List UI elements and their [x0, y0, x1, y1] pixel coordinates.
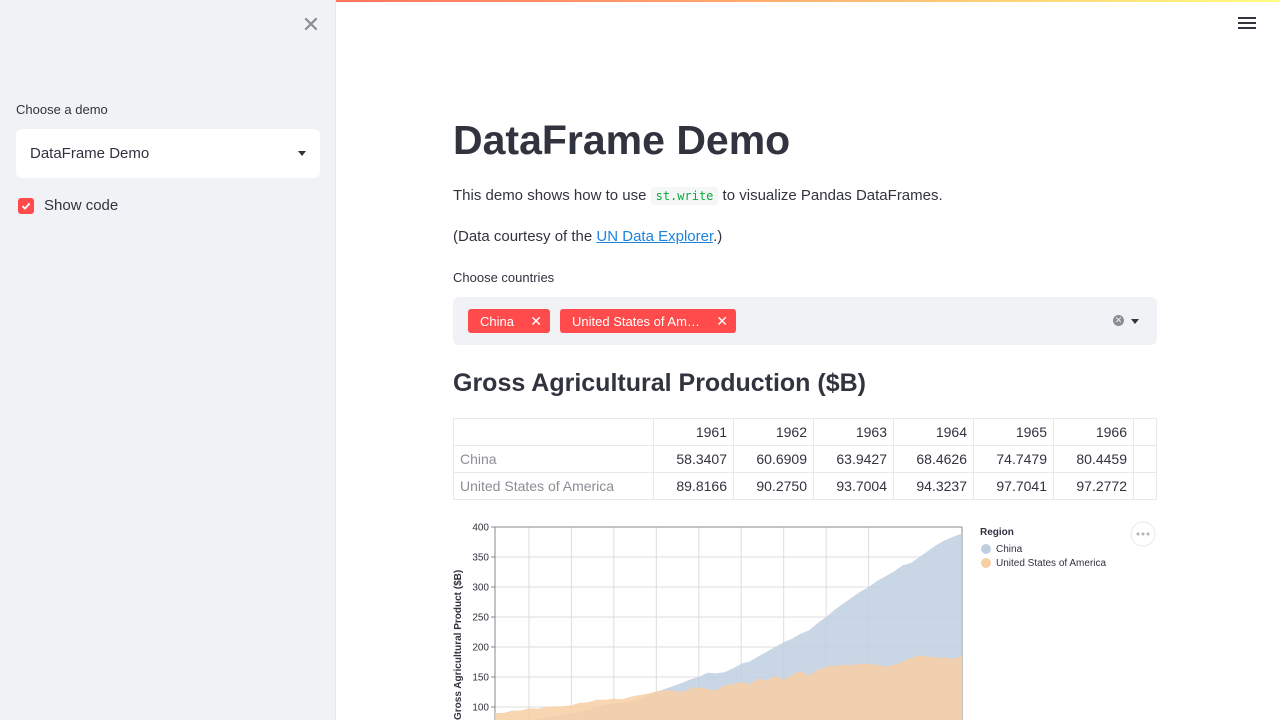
- un-data-explorer-link[interactable]: UN Data Explorer: [596, 228, 714, 245]
- choose-demo-label: Choose a demo: [16, 102, 108, 117]
- table-cell[interactable]: 60.6909: [733, 445, 814, 473]
- y-tick-label: 200: [472, 643, 489, 654]
- close-icon[interactable]: ✕: [301, 12, 321, 37]
- y-tick-label: 400: [472, 523, 489, 534]
- column-header[interactable]: 1964: [893, 418, 974, 446]
- table-cell[interactable]: 94.3237: [893, 472, 974, 500]
- countries-multiselect[interactable]: China ✕ United States of Am… ✕ ✕: [453, 297, 1157, 345]
- table-row: China 58.3407 60.6909 63.9427 68.4626 74…: [453, 445, 1157, 473]
- chart-areas: [495, 533, 962, 720]
- legend-label-usa: United States of America: [996, 558, 1106, 569]
- hamburger-menu-icon[interactable]: [1238, 14, 1256, 34]
- column-header[interactable]: 1962: [733, 418, 814, 446]
- intro-text-start: This demo shows how to use: [453, 187, 651, 204]
- column-header[interactable]: 1965: [973, 418, 1054, 446]
- y-tick-label: 350: [472, 553, 489, 564]
- intro-text-end: to visualize Pandas DataFrames.: [718, 187, 943, 204]
- table-cell[interactable]: 97.2772: [1053, 472, 1134, 500]
- table-cell[interactable]: 68.4626: [893, 445, 974, 473]
- row-index: United States of America: [453, 472, 654, 500]
- table-row: United States of America 89.8166 90.2750…: [453, 472, 1157, 500]
- table-cell[interactable]: 74.7479: [973, 445, 1054, 473]
- index-header: [453, 418, 654, 446]
- credit-text-end: .): [713, 228, 723, 245]
- page-title: DataFrame Demo: [453, 117, 791, 163]
- show-code-checkbox[interactable]: Show code: [18, 197, 118, 214]
- remove-tag-icon[interactable]: ✕: [716, 312, 728, 329]
- y-axis: 100 150 200 250 300 350 400: [472, 523, 495, 714]
- dataframe-table[interactable]: 1961 1962 1963 1964 1965 1966 China 58.3…: [453, 418, 1157, 500]
- table-cell[interactable]: 90.2750: [733, 472, 814, 500]
- demo-select-value: DataFrame Demo: [30, 145, 150, 162]
- checkbox-checked-icon[interactable]: [18, 197, 34, 214]
- choose-countries-label: Choose countries: [453, 270, 555, 285]
- chart-actions-menu[interactable]: [1130, 521, 1156, 547]
- y-tick-label: 300: [472, 583, 489, 594]
- column-header[interactable]: 1963: [813, 418, 894, 446]
- table-cell-empty: [1133, 445, 1157, 473]
- chevron-down-icon: [298, 151, 306, 156]
- legend-label-china: China: [996, 544, 1023, 555]
- table-cell[interactable]: 97.7041: [973, 472, 1054, 500]
- country-tag-usa: United States of Am… ✕: [560, 309, 736, 333]
- credit-text-start: (Data courtesy of the: [453, 228, 597, 245]
- show-code-label: Show code: [44, 197, 119, 214]
- table-cell-empty: [1133, 472, 1157, 500]
- legend-title: Region: [980, 527, 1014, 538]
- tag-label: China: [480, 313, 514, 329]
- chevron-down-icon[interactable]: [1131, 319, 1139, 324]
- area-series-usa[interactable]: [495, 655, 962, 720]
- legend-swatch-usa: [981, 558, 991, 568]
- remove-tag-icon[interactable]: ✕: [530, 312, 542, 329]
- row-index: China: [453, 445, 654, 473]
- table-cell[interactable]: 93.7004: [813, 472, 894, 500]
- table-cell[interactable]: 63.9427: [813, 445, 894, 473]
- column-header[interactable]: 1966: [1053, 418, 1134, 446]
- section-title: Gross Agricultural Production ($B): [453, 369, 867, 397]
- table-cell-empty: [1133, 418, 1157, 446]
- column-header[interactable]: 1961: [653, 418, 734, 446]
- clear-all-icon[interactable]: ✕: [1113, 315, 1124, 326]
- top-decoration-bar: [0, 0, 1280, 2]
- chart-legend: Region China United States of America: [980, 527, 1106, 569]
- table-cell[interactable]: 89.8166: [653, 472, 734, 500]
- credit-paragraph: (Data courtesy of the UN Data Explorer.): [453, 228, 722, 245]
- inline-code: st.write: [650, 187, 719, 205]
- demo-select[interactable]: DataFrame Demo: [16, 129, 320, 178]
- sidebar: ✕ Choose a demo DataFrame Demo Show code: [0, 0, 336, 720]
- y-tick-label: 250: [472, 613, 489, 624]
- table-cell[interactable]: 58.3407: [653, 445, 734, 473]
- y-tick-label: 100: [472, 703, 489, 714]
- table-header-row: 1961 1962 1963 1964 1965 1966: [453, 418, 1157, 446]
- y-axis-label: Gross Agricultural Product ($B): [453, 570, 464, 720]
- intro-paragraph: This demo shows how to use st.write to v…: [453, 187, 943, 205]
- area-chart[interactable]: 100 150 200 250 300 350 400 Gross Agricultural…: [453, 516, 1157, 720]
- tag-label: United States of Am…: [572, 313, 700, 329]
- country-tag-china: China ✕: [468, 309, 550, 333]
- y-tick-label: 150: [472, 673, 489, 684]
- table-cell[interactable]: 80.4459: [1053, 445, 1134, 473]
- legend-swatch-china: [981, 544, 991, 554]
